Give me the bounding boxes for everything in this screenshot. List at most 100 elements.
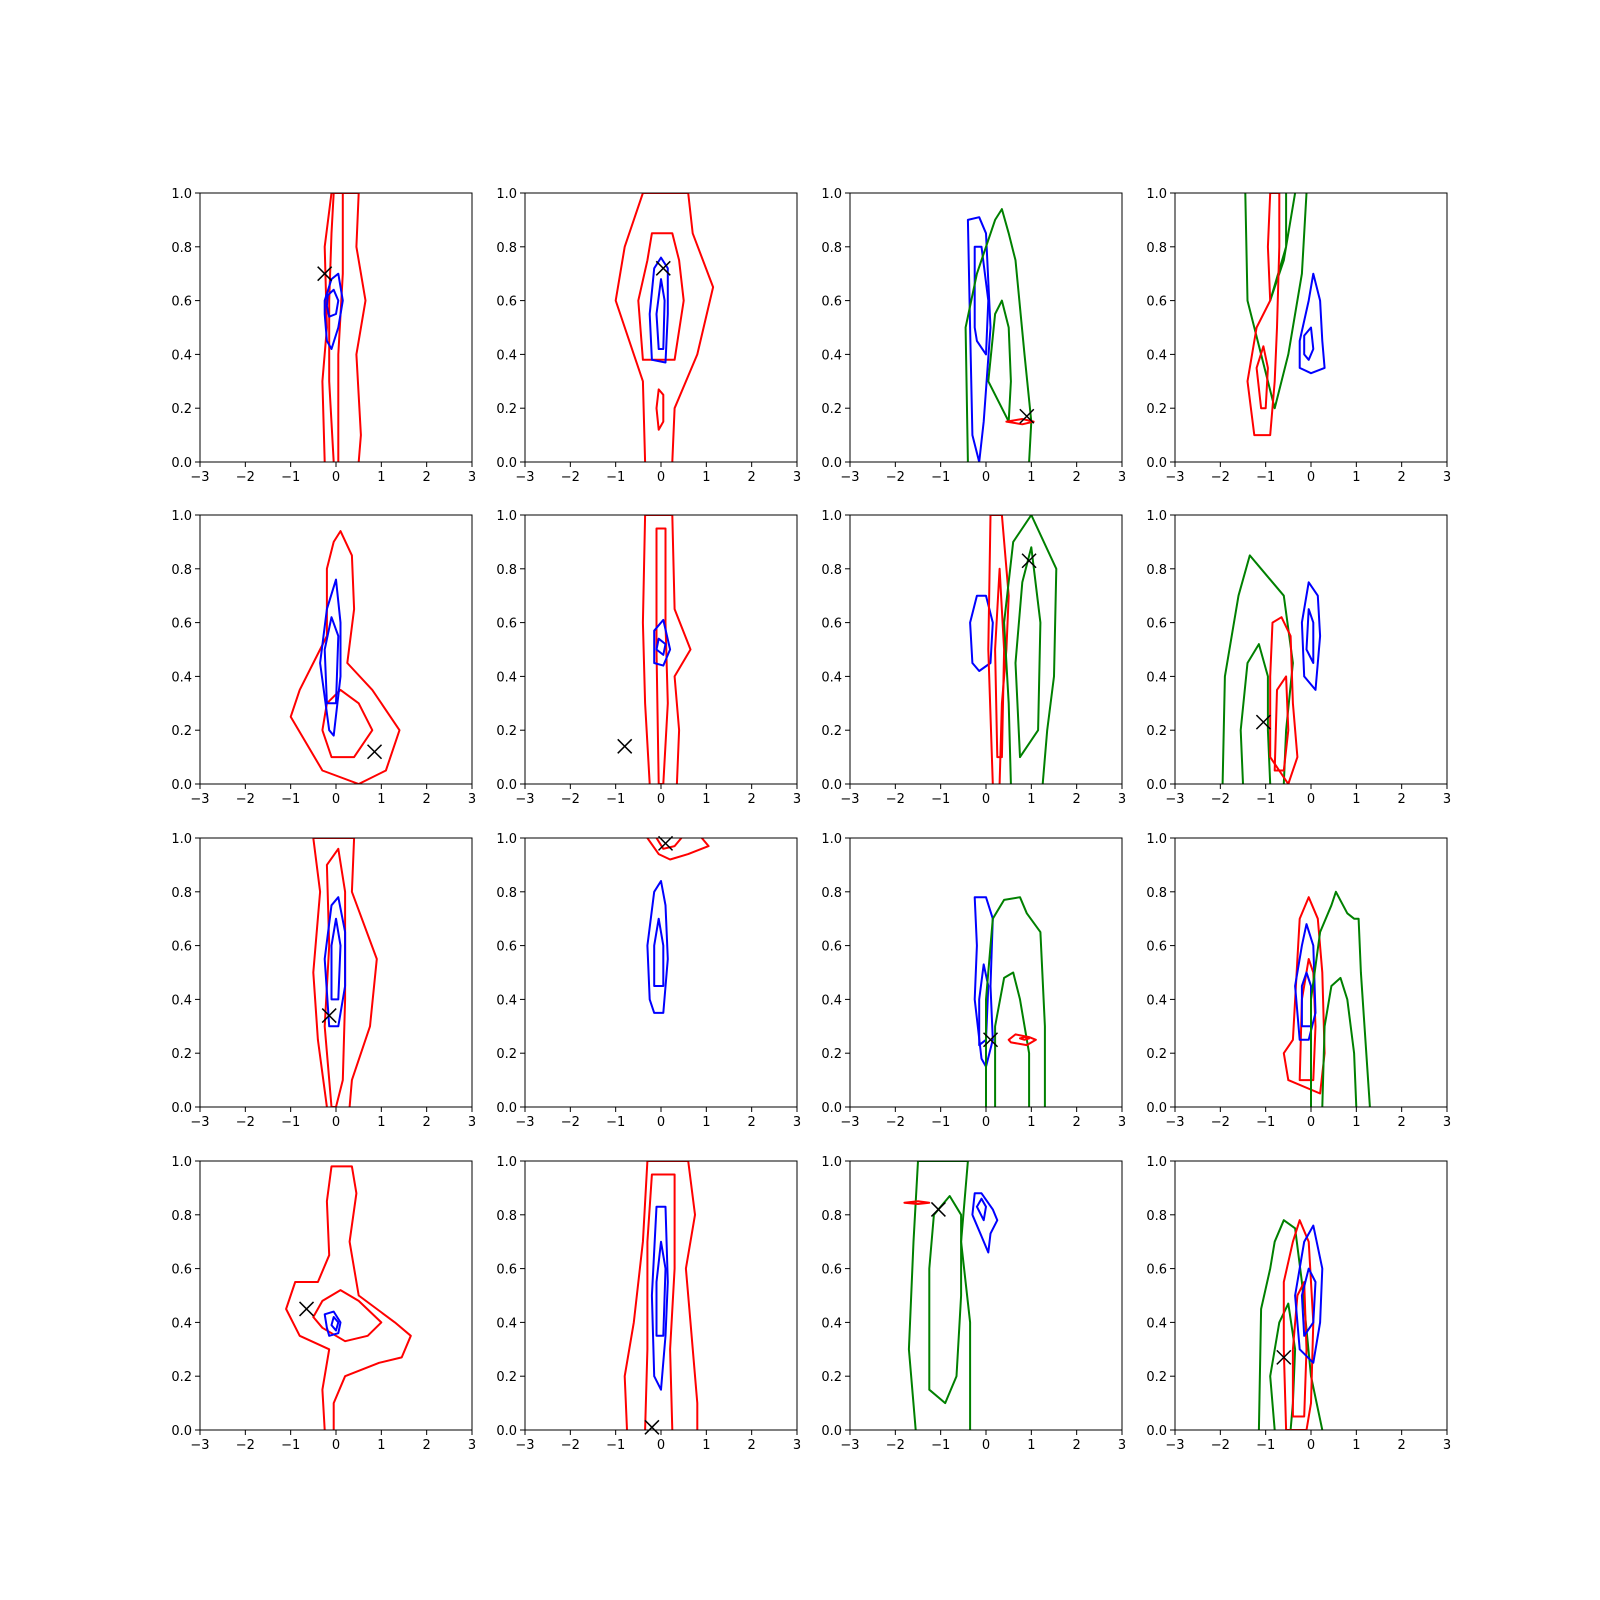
x-tick-label: 0: [657, 470, 665, 485]
x-tick-label: 1: [1027, 470, 1035, 485]
blue-contour-line: [1300, 971, 1312, 1028]
subplot-3-4: −3 −2 −1 0 1 2 3 0.0 0.2 0.4 0.6 0.8 1.0: [1146, 832, 1451, 1130]
x-tick-label: −2: [1211, 792, 1230, 807]
y-tick-label: 0.8: [821, 241, 842, 256]
x-tick-label: 1: [1352, 1438, 1360, 1453]
x-tick-label: 0: [982, 470, 990, 485]
x-tick-label: 3: [1443, 470, 1451, 485]
y-tick-label: 0.4: [496, 1316, 517, 1331]
x-tick-label: 0: [657, 1115, 665, 1130]
x-tick-label: −1: [1256, 792, 1275, 807]
green-contour-line: [964, 208, 1033, 462]
contour-group: [964, 208, 1035, 462]
x-tick-label: 1: [1352, 1115, 1360, 1130]
x-tick-label: 2: [1398, 1438, 1406, 1453]
contour-group: [1282, 890, 1371, 1107]
y-tick-label: 0.6: [1146, 295, 1167, 310]
contour-group: [1257, 1219, 1324, 1430]
x-tick-label: 1: [702, 1438, 710, 1453]
contour-group: [614, 193, 715, 462]
x-tick-label: −1: [606, 792, 625, 807]
axes-frame: [849, 514, 1123, 785]
y-tick-label: 0.0: [171, 456, 192, 471]
blue-contour-line: [655, 637, 667, 656]
red-contour-line: [285, 1165, 412, 1430]
green-contour-line: [985, 896, 1046, 1107]
blue-contour-line: [973, 245, 990, 356]
contour-group: [973, 896, 1046, 1107]
x-marker: [299, 1301, 315, 1317]
x-tick-label: 3: [468, 470, 476, 485]
x-tick-label: 0: [1307, 792, 1315, 807]
y-tick-label: 0.0: [1146, 778, 1167, 793]
x-tick-label: −2: [236, 1115, 255, 1130]
x-tick-label: −1: [1256, 1438, 1275, 1453]
subplot-2-1: −3 −2 −1 0 1 2 3 0.0 0.2 0.4 0.6 0.8 1.0: [171, 509, 476, 807]
y-tick-label: 0.8: [821, 1209, 842, 1224]
y-tick-label: 0.0: [171, 1424, 192, 1439]
x-tick-label: 0: [332, 1115, 340, 1130]
x-tick-label: 3: [793, 470, 801, 485]
blue-contour-line: [325, 288, 340, 318]
x-tick-label: −1: [1256, 1115, 1275, 1130]
x-tick-label: 1: [1352, 470, 1360, 485]
y-tick-label: 0.6: [171, 1263, 192, 1278]
x-tick-label: −3: [190, 1115, 209, 1130]
red-contour-line: [321, 193, 367, 462]
subplot-1-4: −3 −2 −1 0 1 2 3 0.0 0.2 0.4 0.6 0.8 1.0: [1146, 187, 1451, 485]
x-tick-label: −3: [840, 792, 859, 807]
y-tick-label: 0.6: [496, 1263, 517, 1278]
blue-contour-line: [975, 1197, 987, 1222]
y-tick-label: 0.2: [496, 1370, 517, 1385]
y-tick-label: 0.4: [171, 670, 192, 685]
contour-group: [623, 1161, 699, 1430]
x-tick-label: −3: [840, 470, 859, 485]
x-tick-label: −3: [1165, 1438, 1184, 1453]
red-contour-line: [637, 232, 685, 361]
red-contour-line: [1269, 616, 1299, 784]
blue-contour-line: [330, 1316, 340, 1332]
red-contour-line: [903, 1200, 931, 1205]
green-contour-line: [907, 1161, 972, 1430]
x-marker: [617, 738, 633, 754]
red-contour-line: [644, 1173, 676, 1430]
green-contour-line: [1003, 515, 1058, 784]
green-contour-line: [994, 971, 1031, 1107]
y-tick-label: 0.2: [171, 1370, 192, 1385]
y-tick-label: 0.6: [821, 617, 842, 632]
y-tick-label: 0.8: [1146, 1209, 1167, 1224]
x-tick-label: −2: [886, 1115, 905, 1130]
x-tick-label: 2: [748, 470, 756, 485]
green-contour-line: [928, 1195, 963, 1405]
contour-group: [646, 838, 710, 1014]
red-contour-line: [312, 838, 378, 1107]
axes-frame: [199, 1160, 473, 1431]
x-tick-label: −1: [281, 470, 300, 485]
x-marker: [1255, 714, 1271, 730]
y-tick-label: 1.0: [171, 832, 192, 847]
contour-group: [1244, 193, 1326, 437]
x-tick-label: −3: [190, 792, 209, 807]
y-tick-label: 0.6: [496, 295, 517, 310]
y-tick-label: 0.0: [821, 1424, 842, 1439]
x-tick-label: 3: [468, 792, 476, 807]
red-contour-line: [289, 530, 401, 784]
x-marker: [983, 1032, 999, 1048]
green-contour-line: [1269, 193, 1297, 302]
y-tick-label: 0.2: [171, 1047, 192, 1062]
y-tick-label: 0.4: [171, 348, 192, 363]
red-contour-line: [328, 193, 344, 462]
red-contour-line: [623, 1161, 699, 1430]
red-contour-line: [641, 515, 692, 784]
contour-group: [312, 838, 378, 1107]
x-tick-label: 0: [982, 792, 990, 807]
x-tick-label: −1: [281, 1115, 300, 1130]
y-tick-label: 0.4: [821, 348, 842, 363]
x-tick-label: 3: [793, 1438, 801, 1453]
blue-contour-line: [323, 616, 340, 705]
y-tick-label: 0.6: [1146, 940, 1167, 955]
red-contour-line: [655, 388, 665, 431]
x-tick-label: 2: [1073, 1438, 1081, 1453]
x-tick-label: 2: [1073, 470, 1081, 485]
x-marker: [317, 266, 333, 282]
